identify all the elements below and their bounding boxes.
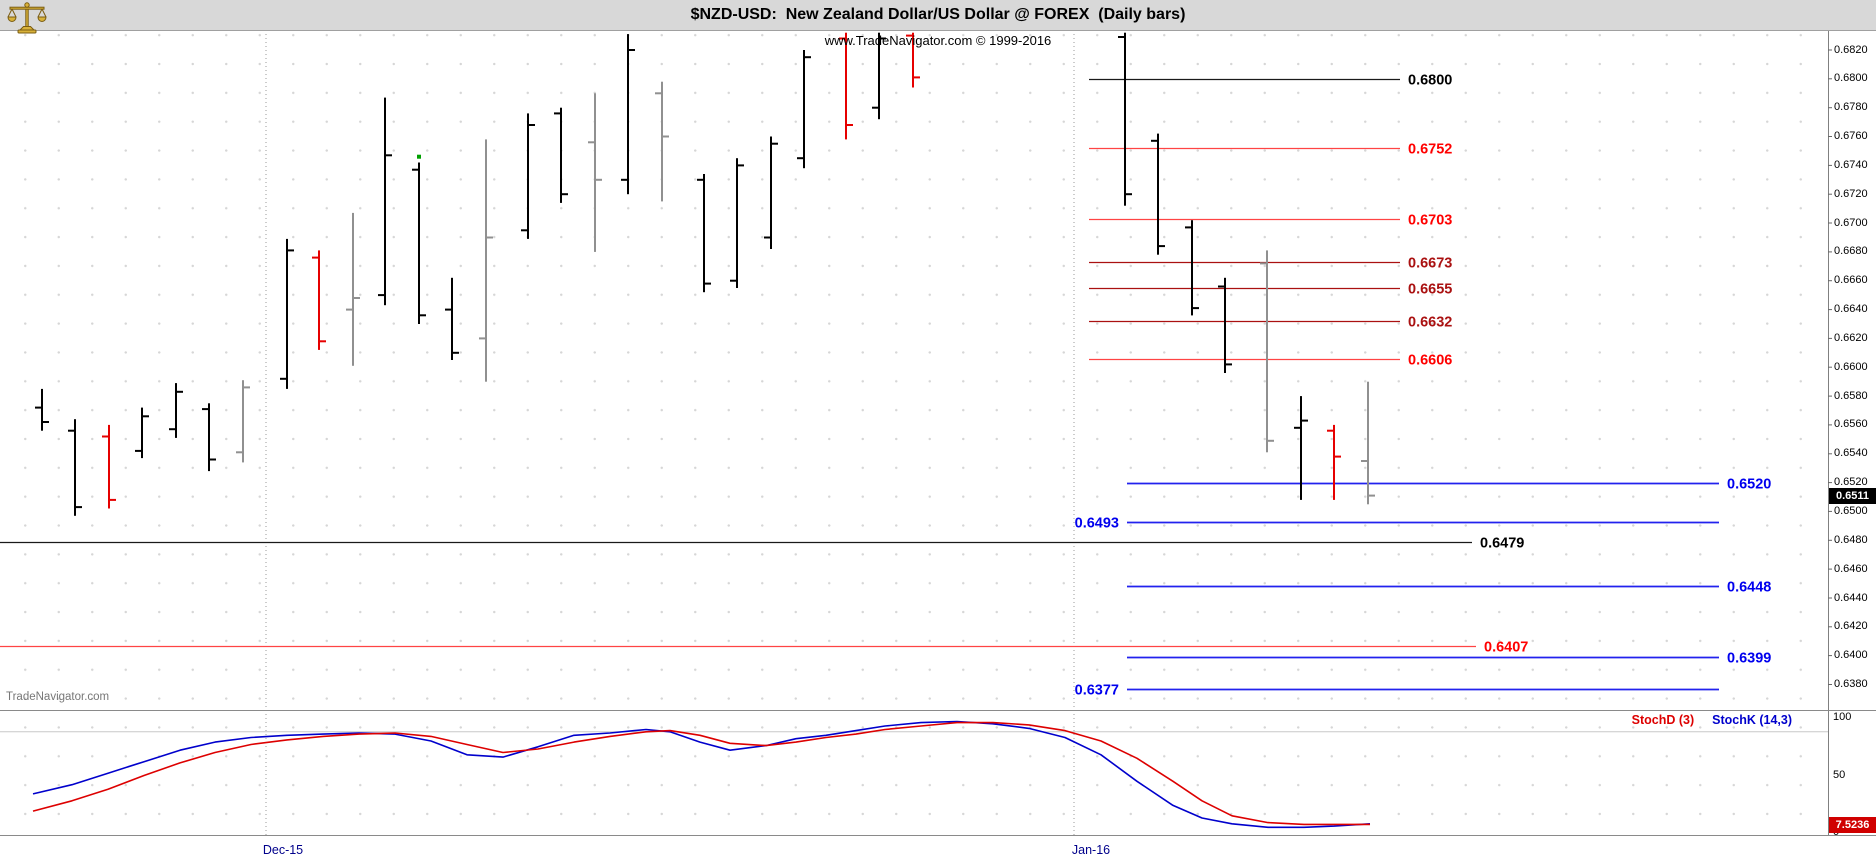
price-axis-label: 0.6440 xyxy=(1834,591,1868,604)
price-axis-label: 0.6740 xyxy=(1834,158,1868,171)
price-axis-label: 0.6560 xyxy=(1834,418,1868,431)
current-price-badge: 0.6511 xyxy=(1829,488,1876,504)
chart-plot-area[interactable] xyxy=(0,30,1828,835)
stoch-bottom-border xyxy=(0,835,1876,836)
price-axis-label: 0.6820 xyxy=(1834,43,1868,56)
chart-title: $NZD-USD: New Zealand Dollar/US Dollar @… xyxy=(690,6,1186,23)
trade-navigator-scales-logo-icon xyxy=(7,2,47,34)
price-axis-label: 0.6780 xyxy=(1834,101,1868,114)
price-axis-label: 0.6620 xyxy=(1834,331,1868,344)
price-axis-label: 0.6460 xyxy=(1834,562,1868,575)
date-axis-label: Jan-16 xyxy=(1071,843,1111,857)
price-axis-label: 0.6400 xyxy=(1834,649,1868,662)
price-axis-label: 0.6640 xyxy=(1834,303,1868,316)
chart-subtitle: www.TradeNavigator.com © 1999-2016 xyxy=(824,33,1052,48)
price-axis-label: 0.6660 xyxy=(1834,274,1868,287)
panel-separator xyxy=(0,710,1876,711)
price-axis-label: 0.6380 xyxy=(1834,678,1868,690)
price-axis-label: 0.6600 xyxy=(1834,360,1868,373)
price-axis[interactable]: 0.6820 0.6800 0.6780 0.6760 0.6740 0.6720 0.67… xyxy=(1828,30,1876,835)
stoch-value-badge: 7.5236 xyxy=(1829,817,1876,833)
stoch-axis-label-50: 50 xyxy=(1833,769,1846,781)
price-axis-label: 0.6520 xyxy=(1834,476,1868,489)
price-axis-label: 0.6420 xyxy=(1834,620,1868,633)
stoch-legend: StochD (3) StochK (14,3) xyxy=(1632,713,1792,727)
stoch-axis-label-100: 100 xyxy=(1833,711,1852,723)
title-bar: $NZD-USD: New Zealand Dollar/US Dollar @… xyxy=(0,0,1876,34)
price-axis-label: 0.6760 xyxy=(1834,130,1868,142)
watermark-text: TradeNavigator.com xyxy=(6,691,110,703)
price-axis-label: 0.6580 xyxy=(1834,389,1868,402)
price-axis-label: 0.6500 xyxy=(1834,504,1868,517)
price-axis-label: 0.6680 xyxy=(1834,245,1868,258)
price-axis-label: 0.6800 xyxy=(1834,72,1868,85)
price-axis-label: 0.6480 xyxy=(1834,533,1868,546)
price-axis-label: 0.6540 xyxy=(1834,447,1868,460)
price-axis-label: 0.6700 xyxy=(1834,216,1868,229)
price-axis-label: 0.6720 xyxy=(1834,187,1868,200)
stoch-d-legend-label[interactable]: StochD (3) xyxy=(1631,713,1695,727)
date-axis-label: Dec-15 xyxy=(262,843,304,857)
stoch-k-legend-label[interactable]: StochK (14,3) xyxy=(1712,713,1792,727)
